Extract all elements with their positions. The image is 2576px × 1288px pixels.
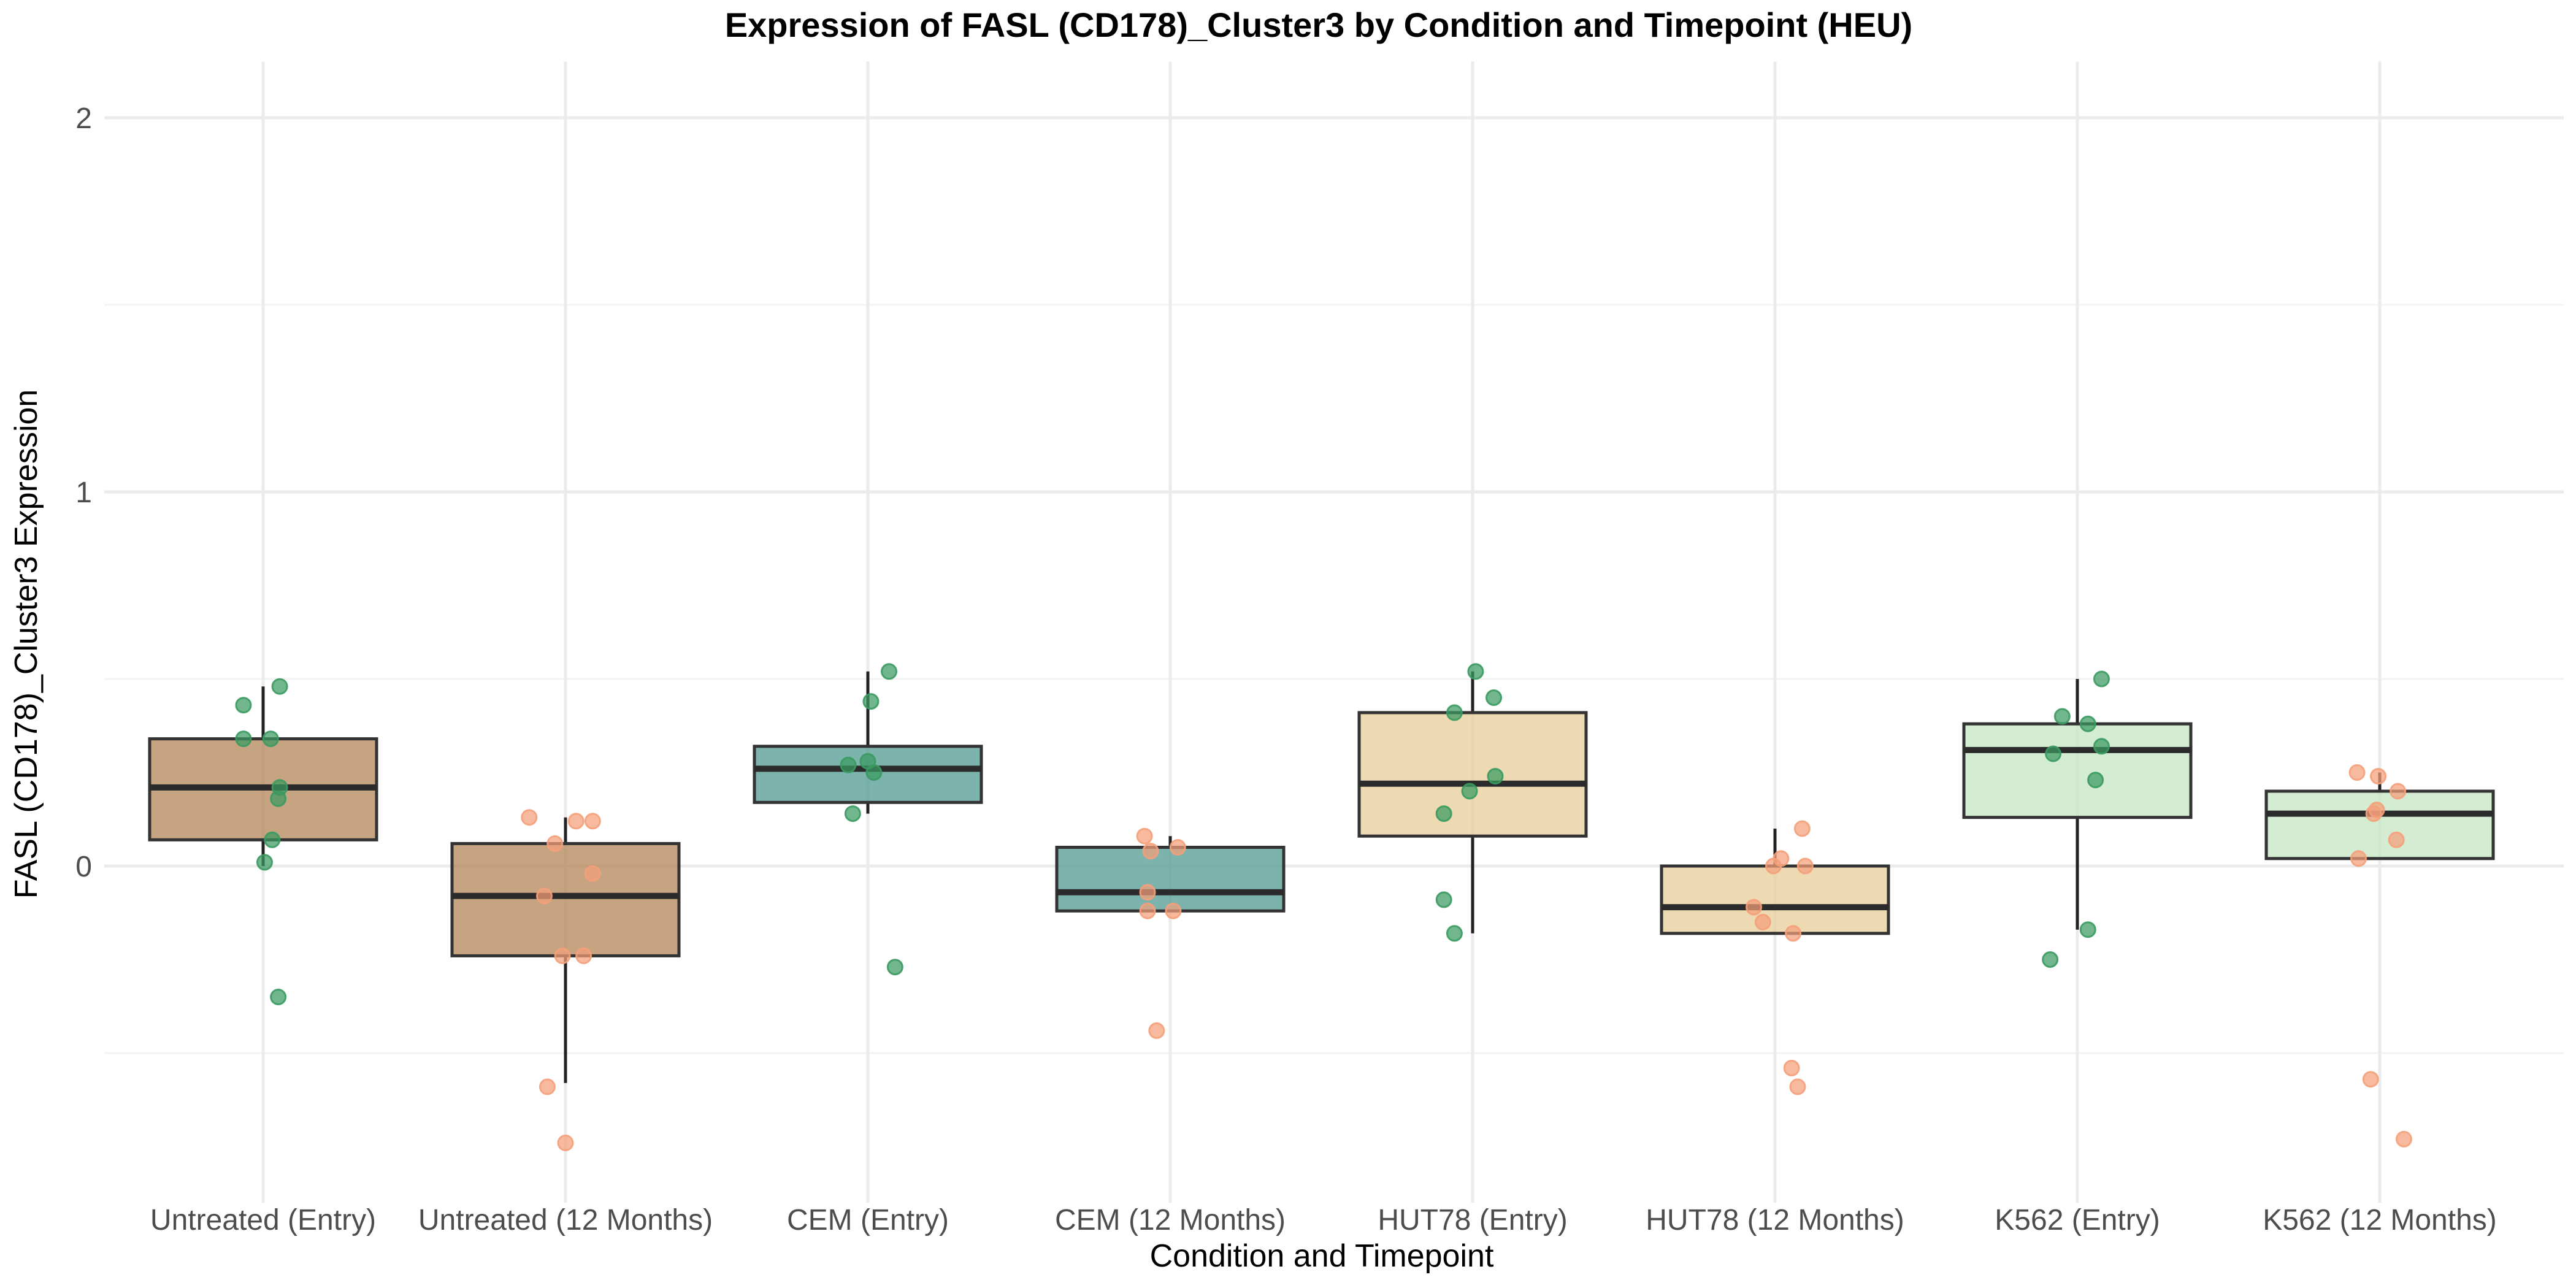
data-point <box>2042 951 2059 968</box>
data-point <box>2045 745 2062 762</box>
data-point <box>1485 689 1503 706</box>
data-point <box>2053 708 2071 725</box>
y-tick-label: 1 <box>75 477 92 509</box>
data-point <box>270 989 287 1005</box>
y-axis-ticks: 0 1 2 <box>75 102 92 883</box>
data-point <box>270 790 287 807</box>
data-point <box>235 730 252 748</box>
data-point <box>521 809 538 826</box>
data-point <box>1446 925 1463 942</box>
x-tick-label: CEM (12 Months) <box>1055 1204 1286 1236</box>
x-tick-label: Untreated (Entry) <box>150 1204 376 1236</box>
data-point <box>865 764 883 781</box>
x-tick-label: Untreated (12 Months) <box>418 1204 713 1236</box>
data-point <box>535 887 553 905</box>
x-tick-label: K562 (12 Months) <box>2263 1204 2497 1236</box>
data-point <box>1139 902 1156 919</box>
data-point <box>1487 768 1504 785</box>
x-tick-label: CEM (Entry) <box>787 1204 949 1236</box>
data-point <box>1765 857 1782 875</box>
data-point <box>2350 850 2367 867</box>
y-tick-label: 0 <box>75 851 92 883</box>
data-point <box>1435 805 1452 822</box>
y-axis-label: FASL (CD178)_Cluster3 Expression <box>9 389 44 899</box>
x-tick-label: K562 (Entry) <box>1995 1204 2160 1236</box>
x-axis-label: Condition and Timepoint <box>1150 1238 1494 1274</box>
data-point <box>2388 831 2405 848</box>
data-point <box>1793 820 1811 837</box>
data-point <box>235 697 252 714</box>
data-point <box>264 831 281 848</box>
data-point <box>2390 783 2407 800</box>
data-point <box>546 835 564 852</box>
data-point <box>2348 764 2366 781</box>
data-point <box>256 854 273 871</box>
data-point <box>1142 843 1159 860</box>
data-point <box>2362 1071 2379 1088</box>
data-point <box>1467 663 1484 680</box>
data-point <box>575 947 592 964</box>
box <box>1055 846 1286 913</box>
box <box>1660 864 1890 935</box>
data-point <box>2365 805 2382 822</box>
data-point <box>1446 704 1463 721</box>
data-point <box>1139 884 1156 901</box>
data-point <box>1745 899 1762 916</box>
chart-title: Expression of FASL (CD178)_Cluster3 by C… <box>725 6 1912 44</box>
box <box>1962 722 2193 819</box>
boxes <box>148 671 2495 1083</box>
data-point <box>844 805 861 822</box>
data-point <box>2093 738 2110 755</box>
y-tick-label: 2 <box>75 102 92 135</box>
data-points <box>235 663 2412 1151</box>
x-axis-ticks: Untreated (Entry) Untreated (12 Months) CE… <box>150 1204 2497 1236</box>
data-point <box>539 1078 556 1095</box>
data-point <box>584 865 601 882</box>
data-point <box>2087 772 2104 789</box>
data-point <box>1461 783 1478 800</box>
data-point <box>2079 715 2096 732</box>
data-point <box>1789 1078 1806 1095</box>
box <box>450 841 681 957</box>
data-point <box>2395 1130 2412 1148</box>
box <box>2264 789 2495 861</box>
x-tick-label: HUT78 (Entry) <box>1378 1204 1567 1236</box>
data-point <box>1136 827 1153 845</box>
data-point <box>1169 839 1186 856</box>
data-point <box>567 813 585 830</box>
data-point <box>1754 914 1771 930</box>
data-point <box>840 756 857 773</box>
data-point <box>271 678 288 695</box>
grid <box>104 61 2564 1203</box>
data-point <box>2079 921 2096 938</box>
data-point <box>2093 670 2110 688</box>
data-point <box>1435 891 1452 908</box>
data-point <box>584 813 601 830</box>
data-point <box>554 947 571 964</box>
data-point <box>2370 768 2387 785</box>
data-point <box>862 693 880 710</box>
data-point <box>1785 925 1802 942</box>
data-point <box>1165 902 1182 919</box>
data-point <box>881 663 898 680</box>
box <box>1357 711 1588 838</box>
x-tick-label: HUT78 (12 Months) <box>1646 1204 1904 1236</box>
data-point <box>886 959 903 976</box>
data-point <box>1796 857 1814 875</box>
data-point <box>1148 1022 1165 1039</box>
data-point <box>1783 1059 1800 1076</box>
data-point <box>262 730 279 748</box>
data-point <box>557 1134 574 1151</box>
